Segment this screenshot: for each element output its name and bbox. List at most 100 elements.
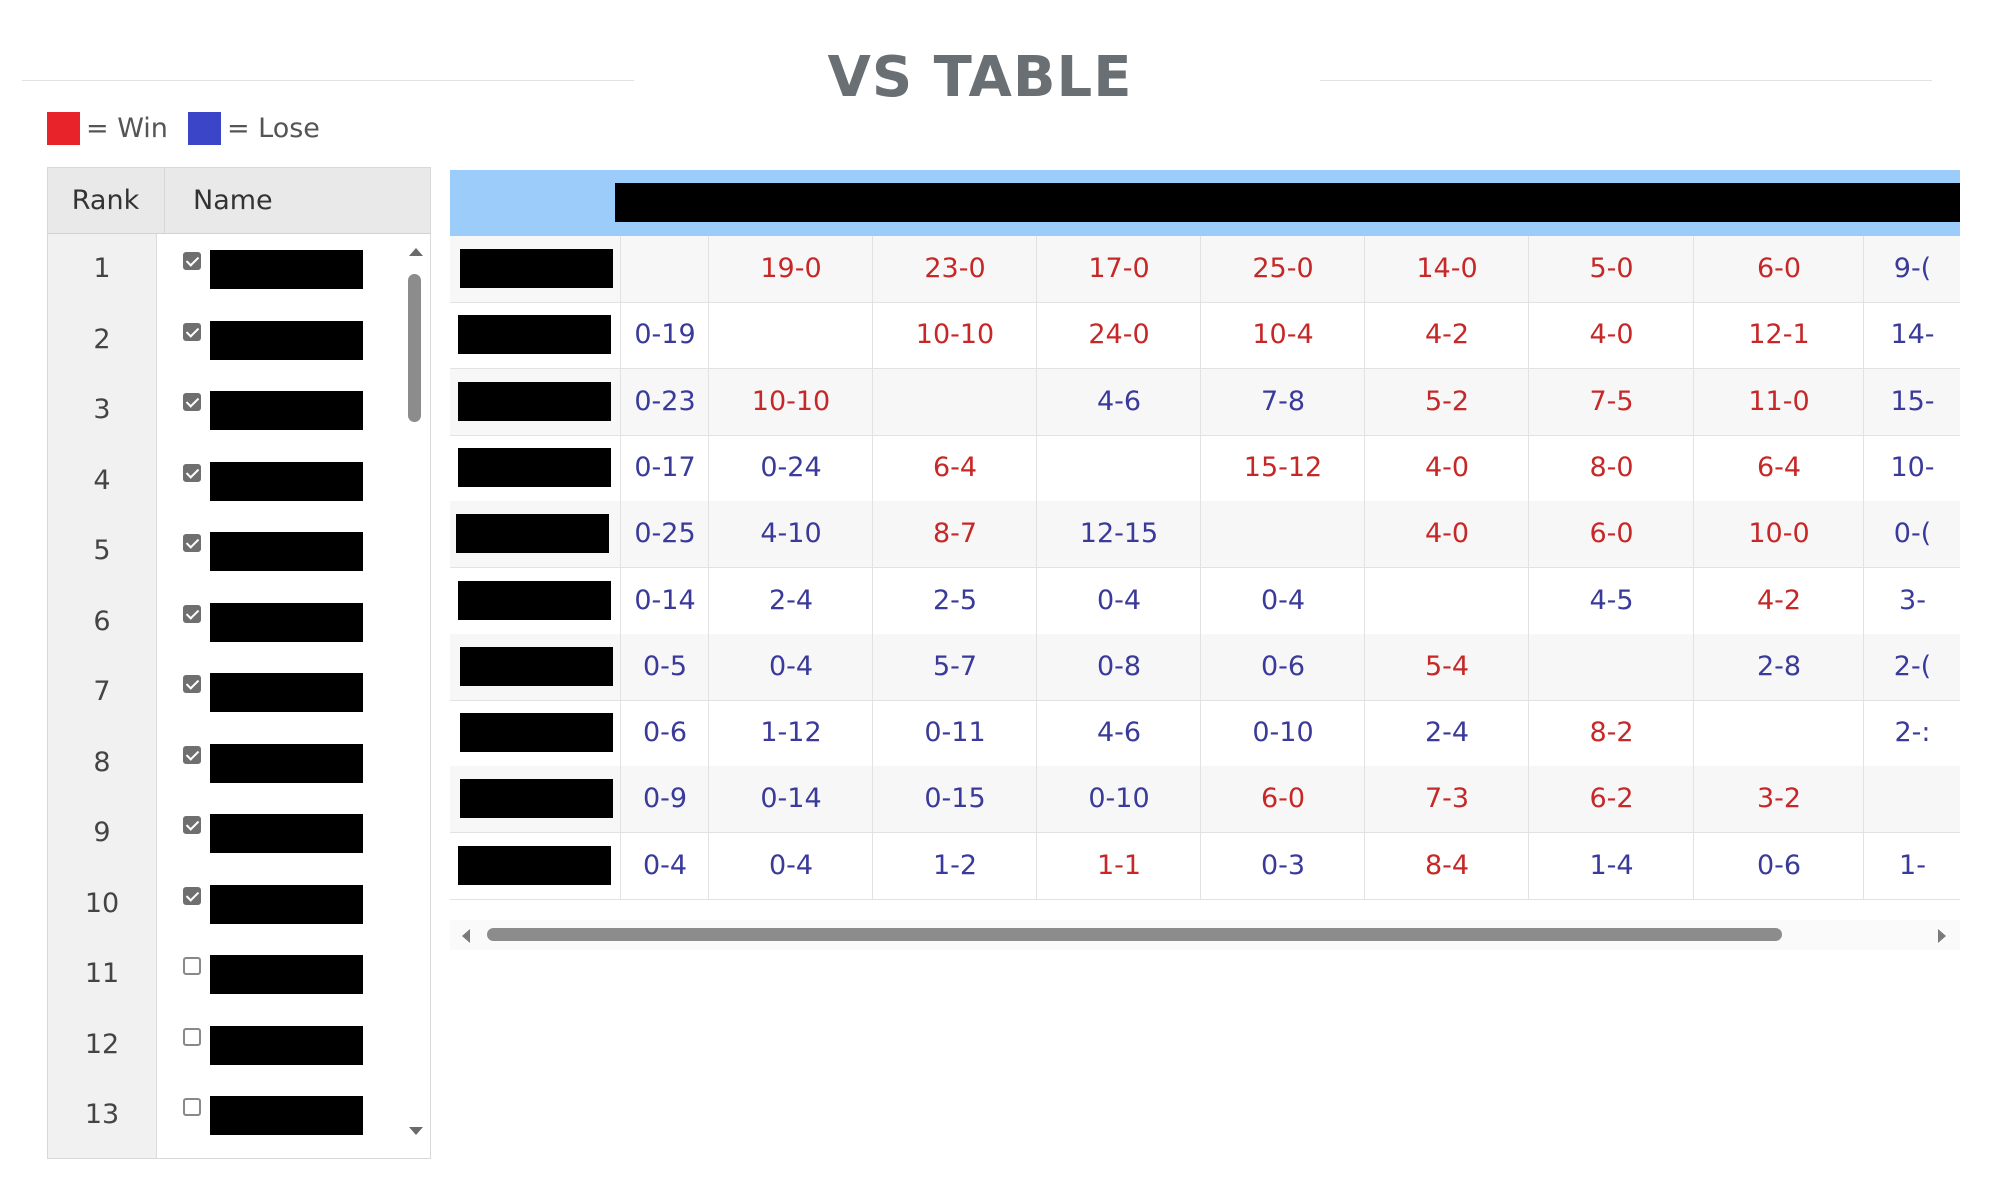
player-rank: 8 (93, 747, 111, 778)
vs-record-cell: 4-10 (708, 501, 873, 567)
vs-record-cell: 0-19 (620, 302, 709, 368)
player-row[interactable]: 3 (48, 375, 430, 445)
player-row[interactable]: 9 (48, 798, 430, 868)
header-divider (164, 168, 165, 233)
player-list-header: Rank Name (48, 168, 430, 234)
vs-record-cell: 2-( (1863, 634, 1960, 700)
vs-record-cell: 0-14 (620, 568, 709, 634)
player-checkbox[interactable] (183, 1098, 201, 1116)
vs-record-cell: 10-10 (708, 369, 873, 435)
player-rank: 2 (93, 324, 111, 355)
player-checkbox[interactable] (183, 464, 201, 482)
vs-record-cell: 6-4 (1693, 435, 1864, 501)
vs-record-cell: 0-4 (708, 634, 873, 700)
player-row[interactable]: 13 (48, 1080, 430, 1150)
player-checkbox[interactable] (183, 957, 201, 975)
player-checkbox[interactable] (183, 323, 201, 341)
scroll-down-icon[interactable] (409, 1127, 423, 1135)
redacted-player-name (210, 321, 363, 360)
scroll-left-icon[interactable] (462, 929, 470, 943)
vs-table-row: 0-6 1-12 0-11 4-6 0-10 2-4 8-2 2-: (450, 700, 1960, 767)
rank-column-header[interactable]: Rank (71, 185, 140, 216)
redacted-row-player (460, 249, 613, 288)
vs-record-cell: 0-24 (708, 435, 873, 501)
player-checkbox[interactable] (183, 1028, 201, 1046)
vs-record-cell (1200, 501, 1365, 567)
player-rank: 10 (84, 888, 120, 919)
vs-record-cell: 0-10 (1200, 700, 1365, 766)
redacted-row-player (460, 779, 613, 818)
vs-record-cell: 4-5 (1528, 568, 1694, 634)
redacted-row-player (458, 448, 611, 487)
player-list-panel: Rank Name 1 2 3 4 5 6 7 8 9 10 11 12 13 (47, 167, 431, 1159)
player-checkbox[interactable] (183, 534, 201, 552)
vs-record-cell: 0-5 (620, 634, 709, 700)
player-checkbox[interactable] (183, 605, 201, 623)
vs-record-cell: 0-23 (620, 369, 709, 435)
player-row[interactable]: 12 (48, 1010, 430, 1080)
vs-record-cell: 0-11 (872, 700, 1037, 766)
player-row[interactable]: 10 (48, 869, 430, 939)
vs-record-cell: 11-0 (1693, 369, 1864, 435)
player-list-scrollbar[interactable] (405, 190, 425, 1150)
vs-record-cell: 12-1 (1693, 302, 1864, 368)
vs-record-cell: 2-4 (708, 568, 873, 634)
redacted-row-player (458, 382, 611, 421)
player-checkbox[interactable] (183, 887, 201, 905)
vs-record-cell: 6-0 (1528, 501, 1694, 567)
vs-record-cell: 5-2 (1364, 369, 1529, 435)
redacted-player-name (210, 814, 363, 853)
vs-record-cell: 0-4 (1036, 568, 1201, 634)
vs-table-row: 0-17 0-24 6-4 15-12 4-0 8-0 6-4 10- (450, 435, 1960, 502)
vs-table-row: 0-9 0-14 0-15 0-10 6-0 7-3 6-2 3-2 (450, 766, 1960, 833)
vs-record-cell (1528, 634, 1694, 700)
vs-record-cell: 19-0 (708, 236, 873, 302)
player-row[interactable]: 1 (48, 234, 430, 304)
scroll-up-icon[interactable] (409, 248, 423, 256)
vs-record-cell: 6-2 (1528, 766, 1694, 832)
vs-record-cell: 2-5 (872, 568, 1037, 634)
player-row[interactable]: 6 (48, 587, 430, 657)
player-checkbox[interactable] (183, 393, 201, 411)
vs-record-cell: 5-7 (872, 634, 1037, 700)
player-row[interactable]: 4 (48, 446, 430, 516)
scrollbar-thumb[interactable] (408, 274, 421, 422)
vs-record-cell: 7-3 (1364, 766, 1529, 832)
legend-win-label: = Win (86, 113, 168, 144)
legend-lose-label: = Lose (226, 113, 320, 144)
vs-record-cell (1036, 435, 1201, 501)
redacted-player-name (210, 603, 363, 642)
player-row[interactable]: 8 (48, 728, 430, 798)
h-scrollbar-thumb[interactable] (487, 928, 1782, 941)
vs-table-h-scrollbar[interactable] (450, 920, 1960, 950)
vs-record-cell: 0-6 (1693, 833, 1864, 899)
vs-record-cell: 4-6 (1036, 369, 1201, 435)
scroll-right-icon[interactable] (1938, 929, 1946, 943)
player-rank: 5 (93, 535, 111, 566)
vs-record-cell (708, 302, 873, 368)
vs-record-cell: 0-4 (620, 833, 709, 899)
vs-table-row: 19-0 23-0 17-0 25-0 14-0 5-0 6-0 9-( (450, 236, 1960, 303)
vs-record-cell: 1-12 (708, 700, 873, 766)
player-checkbox[interactable] (183, 746, 201, 764)
player-row[interactable]: 7 (48, 657, 430, 727)
vs-record-cell: 0-25 (620, 501, 709, 567)
redacted-player-name (210, 1026, 363, 1065)
vs-record-cell: 15- (1863, 369, 1960, 435)
redacted-row-player (460, 713, 613, 752)
name-column-header[interactable]: Name (193, 185, 273, 216)
player-row[interactable]: 5 (48, 516, 430, 586)
player-row[interactable]: 2 (48, 305, 430, 375)
redacted-player-name (210, 1096, 363, 1135)
redacted-player-name (210, 744, 363, 783)
player-row[interactable]: 11 (48, 939, 430, 1009)
player-checkbox[interactable] (183, 252, 201, 270)
player-checkbox[interactable] (183, 816, 201, 834)
vs-record-cell: 7-5 (1528, 369, 1694, 435)
player-rank: 3 (93, 394, 111, 425)
header-rule-right (1320, 80, 1932, 81)
redacted-row-player (458, 315, 611, 354)
vs-record-cell: 4-0 (1528, 302, 1694, 368)
player-checkbox[interactable] (183, 675, 201, 693)
vs-table-row: 0-23 10-10 4-6 7-8 5-2 7-5 11-0 15- (450, 369, 1960, 436)
